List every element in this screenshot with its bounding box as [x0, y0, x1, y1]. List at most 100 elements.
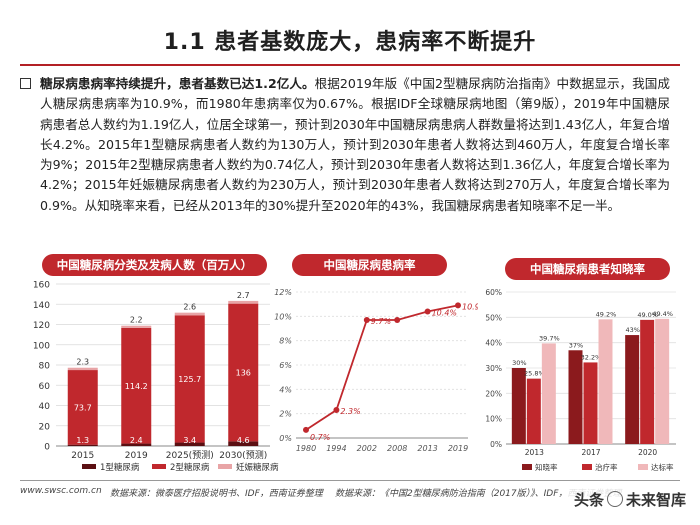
- chart-prevalence: 0% 2% 4% 6% 8% 10% 12% 0.7% 1980 2.3% 1994 9.7% 2002…: [274, 288, 478, 453]
- bar: [583, 362, 598, 444]
- y-tick-label: 0%: [490, 440, 502, 449]
- y-tick-label: 8%: [279, 337, 292, 346]
- y-tick-label: 160: [33, 281, 50, 291]
- data-label: 30%: [512, 359, 526, 367]
- x-tick-label: 2013: [417, 444, 437, 453]
- legend-swatch: [582, 464, 592, 470]
- chart1-title: 中国糖尿病分类及发病人数（百万人）: [42, 254, 267, 276]
- data-point: [394, 316, 401, 323]
- y-tick-label: 30%: [485, 364, 502, 373]
- legend-swatch: [218, 464, 232, 469]
- y-tick-label: 12%: [274, 288, 292, 297]
- y-tick-label: 10%: [274, 312, 292, 321]
- legend-swatch: [152, 464, 166, 469]
- watermark-text-b: 未来智库: [625, 491, 686, 509]
- data-label: 9.7%: [371, 317, 391, 326]
- data-label: 32.2%: [581, 353, 602, 361]
- legend-swatch: [82, 464, 96, 469]
- y-tick-label: 20: [39, 422, 51, 432]
- data-label: 37%: [569, 341, 583, 349]
- bar-segment: [228, 303, 259, 442]
- footer-url[interactable]: www.swsc.com.cn: [20, 486, 102, 496]
- y-tick-label: 50%: [485, 313, 502, 322]
- page-title: 1.1 患者基数庞大，患病率不断提升: [163, 30, 537, 55]
- x-tick-label: 2019: [125, 451, 148, 461]
- data-label: 2.3%: [340, 407, 360, 416]
- x-tick-label: 2015: [71, 451, 94, 461]
- bar-segment: [174, 312, 205, 316]
- legend-label: 知晓率: [535, 462, 558, 472]
- data-label: 3.4: [183, 436, 196, 445]
- legend-label: 治疗率: [595, 462, 618, 472]
- legend-label: 达标率: [651, 462, 674, 472]
- data-label: 10.4%: [432, 308, 457, 317]
- y-tick-label: 100: [33, 341, 50, 351]
- bar: [640, 319, 655, 444]
- legend-label: 2型糖尿病: [170, 462, 210, 473]
- legend-label: 1型糖尿病: [100, 462, 140, 473]
- y-tick-label: 120: [33, 321, 50, 331]
- y-tick-label: 60%: [485, 288, 502, 297]
- bar-segment: [174, 442, 205, 446]
- data-label: 4.6: [237, 436, 250, 445]
- bar-segment: [174, 315, 205, 443]
- bar-segment: [67, 444, 98, 446]
- y-tick-label: 2%: [279, 410, 292, 419]
- data-label: 136: [236, 368, 251, 377]
- data-label: 73.7: [74, 403, 92, 412]
- x-tick-label: 2020: [638, 448, 657, 457]
- footer-divider: [20, 480, 680, 481]
- watermark: 头条 未来智库: [567, 487, 692, 512]
- x-tick-label: 2008: [387, 444, 407, 453]
- legend-label: 妊娠糖尿病: [236, 462, 279, 473]
- bar: [598, 319, 613, 444]
- bar: [568, 350, 583, 444]
- footer-source-left: 数据来源：微泰医疗招股说明书、IDF，西南证券整理: [110, 489, 323, 499]
- y-tick-label: 60: [39, 382, 51, 392]
- x-tick-label: 2002: [357, 444, 377, 453]
- summary-lead: 糖尿病患病率持续提升，患者基数已达1.2亿人。: [40, 76, 315, 91]
- data-label: 49.0%: [637, 311, 658, 319]
- data-point: [455, 302, 461, 309]
- bar-segment: [228, 441, 259, 446]
- data-label: 1.3: [76, 436, 89, 445]
- data-label: 39.7%: [539, 334, 560, 342]
- data-label: 114.2: [125, 382, 148, 391]
- data-point: [303, 426, 309, 433]
- x-tick-label: 2013: [525, 448, 544, 457]
- footer-source-right: 数据来源：《中国2型糖尿病防治指南（2017版）》、IDF，西南证券整理: [335, 489, 622, 499]
- bar: [526, 378, 541, 444]
- y-tick-label: 140: [33, 301, 50, 311]
- data-label: 2.2: [130, 316, 143, 325]
- bar: [541, 343, 556, 444]
- x-tick-label: 2025(预测): [166, 450, 214, 461]
- data-label: 49.2%: [596, 310, 617, 318]
- data-label: 10.9%: [462, 302, 478, 311]
- data-point: [333, 407, 340, 414]
- circle-logo-icon: [606, 491, 623, 507]
- data-label: 0.7%: [310, 433, 330, 442]
- data-label: 43%: [625, 326, 639, 334]
- y-tick-label: 40: [39, 402, 51, 412]
- data-label: 125.7: [178, 375, 201, 384]
- chart-population: 0 20 40 60 80 100 120 140 160 1.3 73.7 2.3 2015 2.4 11…: [33, 281, 279, 474]
- y-tick-label: 4%: [279, 385, 292, 394]
- title-divider: [20, 64, 680, 66]
- data-label: 2.6: [183, 303, 196, 312]
- bar-segment: [67, 367, 98, 371]
- y-tick-label: 6%: [279, 361, 292, 370]
- bar-segment: [228, 300, 259, 304]
- data-point: [363, 316, 370, 323]
- x-tick-label: 2017: [581, 448, 600, 457]
- chart2-title: 中国糖尿病患病率: [292, 254, 447, 276]
- y-tick-label: 20%: [485, 389, 502, 398]
- data-label: 49.4%: [652, 310, 673, 318]
- y-tick-label: 0%: [279, 434, 292, 443]
- bar-segment: [67, 370, 98, 445]
- x-tick-label: 1994: [326, 444, 346, 453]
- bar-segment: [121, 443, 152, 446]
- bar-segment: [121, 327, 152, 444]
- legend-swatch: [638, 464, 648, 470]
- watermark-text-a: 头条: [573, 491, 604, 509]
- series-line: [305, 304, 459, 431]
